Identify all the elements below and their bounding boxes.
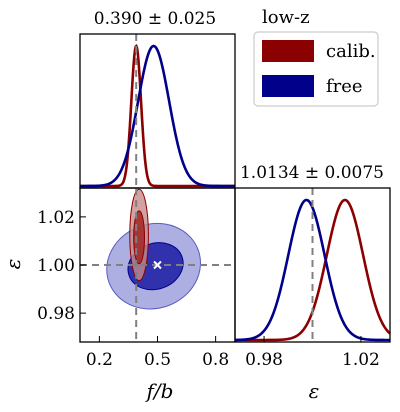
joint-y-tick-label: 0.98 (37, 304, 75, 324)
joint-y-tick-label: 1.02 (37, 208, 75, 228)
joint-y-axis-label: ε (1, 259, 25, 270)
joint-panel: 0.2 0.5 0.8 1.02 1.00 0.98 f/b ε (1, 187, 236, 403)
marginal-eps-x-tick-label: 0.98 (245, 350, 283, 370)
marginal-eps-panel: 1.0134 ± 0.0075 0.98 1.02 ε (234, 163, 391, 403)
marginal-eps-title: 1.0134 ± 0.0075 (240, 163, 384, 183)
legend-swatch-free (262, 75, 314, 97)
joint-x-axis-label: f/b (145, 379, 174, 403)
joint-x-tick-label: 0.8 (202, 350, 229, 370)
joint-center-marker (153, 260, 162, 270)
marginal-eps-x-axis-label: ε (309, 379, 320, 403)
legend: low-z calib. free (253, 7, 379, 107)
marginal-fb-curve-calib (80, 43, 235, 188)
joint-x-tick-label: 0.2 (86, 350, 113, 370)
marginal-eps-curve-free (234, 198, 390, 342)
joint-y-tick-label: 1.00 (37, 256, 75, 276)
marker-stroke-b (153, 260, 162, 270)
marginal-fb-title: 0.390 ± 0.025 (94, 9, 216, 29)
legend-swatch-calib (262, 40, 314, 62)
marginal-fb-curve-free (80, 44, 235, 188)
legend-label-calib: calib. (326, 41, 376, 62)
joint-x-tick-label: 0.5 (144, 350, 171, 370)
marginal-fb-panel: 0.390 ± 0.025 (79, 9, 236, 189)
legend-title: low-z (262, 7, 310, 28)
marginal-fb-frame (79, 33, 236, 189)
marginal-eps-frame (234, 187, 391, 343)
legend-label-free: free (326, 76, 363, 97)
marginal-eps-curve-calib (235, 198, 391, 342)
marginal-eps-x-tick-label: 1.02 (342, 350, 380, 370)
